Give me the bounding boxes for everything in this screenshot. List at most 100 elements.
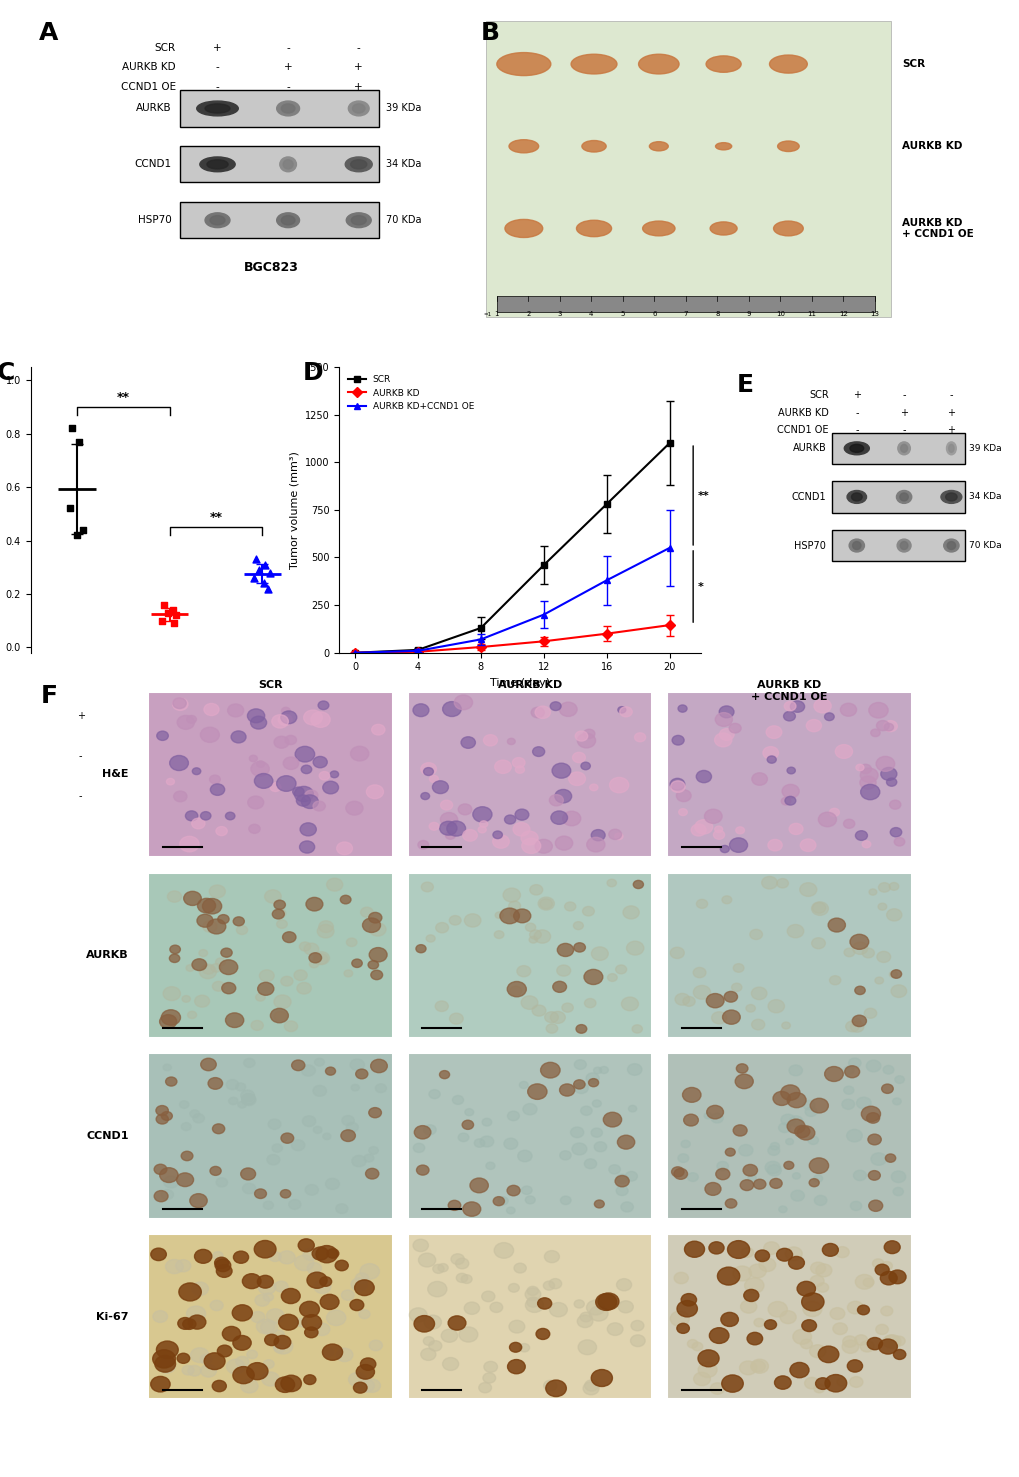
Text: AURKB KD: AURKB KD	[497, 679, 561, 690]
Circle shape	[882, 721, 897, 731]
Circle shape	[264, 1334, 278, 1346]
Circle shape	[493, 1242, 514, 1258]
Circle shape	[301, 795, 318, 808]
Circle shape	[169, 755, 189, 771]
Circle shape	[313, 1086, 326, 1096]
Circle shape	[462, 1120, 473, 1130]
Circle shape	[720, 1313, 738, 1326]
Text: -: -	[78, 790, 83, 801]
Text: SCR: SCR	[155, 43, 176, 53]
Circle shape	[561, 1003, 573, 1012]
Circle shape	[294, 786, 313, 802]
Circle shape	[482, 1372, 495, 1382]
Circle shape	[322, 1133, 330, 1140]
Circle shape	[742, 1164, 757, 1176]
Circle shape	[154, 1190, 168, 1202]
Point	[70, 430, 87, 453]
Circle shape	[554, 836, 572, 851]
Circle shape	[733, 1125, 746, 1136]
Ellipse shape	[896, 490, 911, 504]
Circle shape	[429, 823, 438, 830]
Circle shape	[492, 832, 502, 839]
Circle shape	[521, 995, 537, 1009]
Circle shape	[335, 1260, 347, 1270]
Circle shape	[842, 1335, 856, 1347]
Circle shape	[294, 1255, 314, 1270]
Circle shape	[233, 1251, 249, 1263]
Circle shape	[346, 938, 357, 947]
Circle shape	[792, 1329, 811, 1344]
Circle shape	[163, 987, 180, 1000]
Circle shape	[856, 1097, 870, 1109]
Circle shape	[851, 1018, 860, 1027]
Ellipse shape	[948, 445, 953, 452]
Line: SCR: SCR	[352, 440, 673, 656]
Circle shape	[781, 1086, 799, 1100]
Circle shape	[750, 1359, 767, 1374]
Circle shape	[165, 1077, 176, 1086]
Circle shape	[356, 1069, 368, 1078]
Circle shape	[669, 1312, 689, 1326]
Circle shape	[740, 1300, 756, 1313]
Circle shape	[586, 1072, 598, 1084]
Circle shape	[240, 1168, 256, 1180]
Circle shape	[790, 1190, 804, 1201]
Circle shape	[708, 1328, 729, 1344]
Circle shape	[859, 775, 875, 789]
FancyBboxPatch shape	[666, 1053, 911, 1219]
Circle shape	[320, 1276, 331, 1286]
Circle shape	[360, 1357, 375, 1371]
Circle shape	[846, 1130, 861, 1142]
Circle shape	[439, 821, 457, 835]
Circle shape	[414, 1125, 430, 1139]
Text: HSP70: HSP70	[138, 216, 171, 225]
Circle shape	[510, 987, 521, 995]
Circle shape	[248, 709, 265, 722]
Circle shape	[735, 1074, 752, 1089]
Circle shape	[574, 942, 585, 953]
Circle shape	[186, 1306, 206, 1322]
Circle shape	[429, 775, 438, 783]
Circle shape	[153, 1350, 175, 1368]
Text: -: -	[215, 83, 219, 92]
Circle shape	[797, 1125, 814, 1140]
Circle shape	[493, 1196, 504, 1205]
Circle shape	[195, 1250, 212, 1263]
Circle shape	[307, 1263, 321, 1275]
Circle shape	[591, 1369, 611, 1387]
Text: -: -	[357, 43, 361, 53]
Circle shape	[480, 1136, 493, 1148]
Circle shape	[370, 1059, 387, 1072]
Circle shape	[325, 1066, 335, 1075]
Circle shape	[590, 1128, 602, 1137]
Circle shape	[458, 803, 472, 815]
Circle shape	[697, 1362, 716, 1378]
Circle shape	[263, 1360, 274, 1369]
Circle shape	[534, 931, 550, 944]
FancyBboxPatch shape	[830, 482, 964, 513]
Circle shape	[317, 925, 333, 938]
Text: AURKB KD: AURKB KD	[901, 142, 961, 151]
Text: -: -	[215, 62, 219, 72]
Circle shape	[375, 1084, 386, 1093]
Circle shape	[362, 919, 380, 932]
Circle shape	[669, 778, 684, 790]
Circle shape	[297, 795, 310, 806]
AURKB KD	[600, 625, 612, 642]
Point	[166, 611, 182, 635]
Circle shape	[274, 1335, 290, 1349]
Circle shape	[478, 826, 486, 833]
Circle shape	[453, 696, 472, 710]
Circle shape	[166, 778, 174, 784]
Text: +: +	[947, 425, 955, 434]
Circle shape	[232, 1304, 252, 1320]
Circle shape	[574, 1083, 588, 1093]
FancyBboxPatch shape	[148, 1235, 392, 1399]
Circle shape	[248, 796, 264, 809]
Circle shape	[464, 1303, 479, 1315]
Circle shape	[704, 1183, 720, 1195]
Ellipse shape	[281, 103, 294, 114]
Circle shape	[712, 830, 723, 839]
FancyBboxPatch shape	[180, 146, 379, 183]
Circle shape	[681, 1294, 696, 1306]
